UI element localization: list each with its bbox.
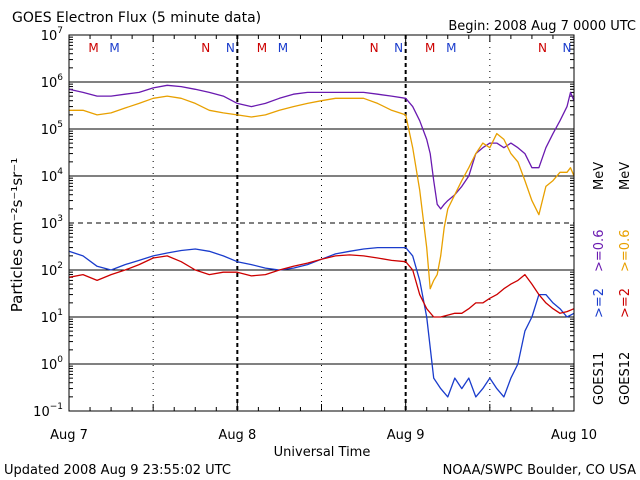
series-line xyxy=(69,95,575,290)
chart-title: GOES Electron Flux (5 minute data) xyxy=(12,10,261,26)
legend-satellite-goes11: GOES11 xyxy=(592,352,607,405)
mn-marker: N xyxy=(562,41,571,55)
y-tick-label: 102 xyxy=(41,261,63,279)
y-tick-label: 105 xyxy=(41,120,63,138)
y-tick-label: 103 xyxy=(41,214,63,232)
y-tick-labels: 10−1 100 101 102 103 104 105 106 107 xyxy=(33,26,63,420)
plot-frame xyxy=(68,34,575,412)
credit-text: NOAA/SWPC Boulder, CO USA xyxy=(443,463,636,478)
x-tick-label: Aug 7 xyxy=(50,428,88,443)
mn-marker: M xyxy=(425,41,435,55)
mn-marker: M xyxy=(109,41,119,55)
series-line xyxy=(68,84,575,210)
legend-goes12-2mev: >=2 xyxy=(618,288,633,318)
mn-marker: M xyxy=(257,41,267,55)
updated-timestamp: Updated 2008 Aug 9 23:55:02 UTC xyxy=(4,463,231,478)
mn-marker: N xyxy=(226,41,235,55)
mn-marker: N xyxy=(201,41,210,55)
grid-layer xyxy=(68,35,575,411)
series-line xyxy=(68,254,575,318)
y-tick-label: 104 xyxy=(41,167,64,185)
y-tick-label: 106 xyxy=(41,73,64,91)
legend-satellite-goes12: GOES12 xyxy=(618,352,633,405)
mn-marker: M xyxy=(446,41,456,55)
legend-goes11-06mev: >=0.6 xyxy=(592,230,607,272)
x-tick-label: Aug 9 xyxy=(387,428,425,443)
legend-goes11-2mev: >=2 xyxy=(592,288,607,318)
y-tick-label: 10−1 xyxy=(33,402,63,420)
y-axis-label: Particles cm⁻²s⁻¹sr⁻¹ xyxy=(8,158,26,312)
y-tick-label: 101 xyxy=(41,308,63,326)
mn-marker: N xyxy=(370,41,379,55)
x-tick-label: Aug 8 xyxy=(218,428,256,443)
series-line xyxy=(68,246,575,398)
legend: >=2 >=0.6 >=2 >=0.6 MeV MeV GOES11 GOES12 xyxy=(592,162,633,405)
y-tick-label: 100 xyxy=(41,355,64,373)
y-tick-label: 107 xyxy=(41,26,63,44)
x-axis-label: Universal Time xyxy=(274,445,371,460)
mn-marker: M xyxy=(88,41,98,55)
mn-marker: N xyxy=(538,41,547,55)
legend-goes12-06mev: >=0.6 xyxy=(618,230,633,272)
mn-marker: N xyxy=(394,41,403,55)
series-layer xyxy=(68,84,575,398)
begin-time: Begin: 2008 Aug 7 0000 UTC xyxy=(448,19,636,34)
x-tick-label: Aug 10 xyxy=(551,428,597,443)
mn-marker: M xyxy=(278,41,288,55)
legend-unit: MeV xyxy=(618,162,633,190)
legend-unit: MeV xyxy=(592,162,607,190)
x-tick-labels: Aug 7 Aug 8 Aug 9 Aug 10 xyxy=(50,428,597,443)
